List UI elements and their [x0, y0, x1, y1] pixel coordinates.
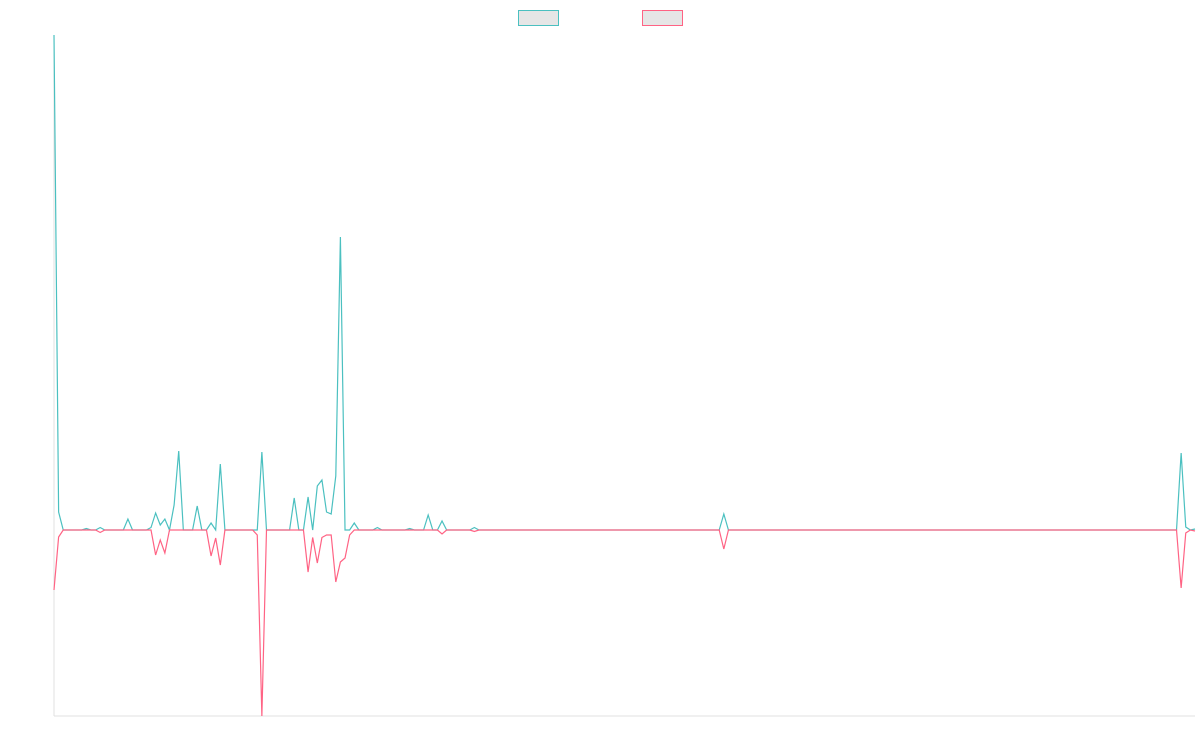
legend-swatch	[642, 10, 683, 26]
series-line	[53, 34, 1196, 533]
legend-swatch	[518, 10, 559, 26]
series-line	[53, 529, 1196, 717]
